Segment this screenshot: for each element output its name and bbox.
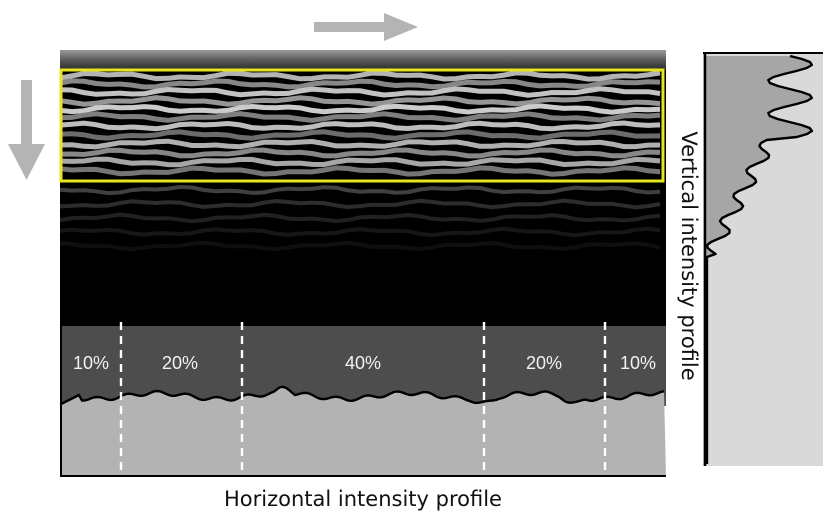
echo-band: [60, 165, 661, 177]
echo-band: [60, 129, 661, 141]
segment-label-1: 10%: [73, 353, 109, 373]
echo-band: [60, 156, 661, 168]
segment-label-2: 20%: [162, 353, 198, 373]
echo-band: [60, 138, 661, 150]
segment-label-5: 10%: [620, 353, 656, 373]
horizontal-profile-curve: [60, 385, 665, 406]
vertical-profile-curve: [705, 54, 814, 464]
echo-band: [60, 120, 661, 132]
echo-band: [60, 147, 661, 159]
b-mode-image: [60, 50, 666, 326]
arrow-right-icon: [314, 13, 418, 41]
vertical-profile-title: Vertical intensity profile: [677, 131, 701, 380]
roi-rectangle: [59, 68, 665, 183]
segment-label-4: 20%: [526, 353, 562, 373]
horizontal-profile-fill: [61, 386, 666, 476]
horizontal-profile: 10% 20% 40% 20% 10%: [60, 322, 666, 477]
echo-band: [60, 78, 661, 90]
echo-band: [60, 86, 661, 98]
arrow-down-icon: [8, 80, 45, 180]
echo-band: [60, 95, 661, 107]
echo-band: [60, 70, 661, 82]
segment-label-3: 40%: [345, 353, 381, 373]
vertical-profile: [703, 52, 823, 466]
horizontal-profile-title: Horizontal intensity profile: [224, 487, 502, 511]
vertical-profile-fill: [705, 56, 812, 466]
segment-dividers: [119, 322, 607, 476]
echo-band: [60, 103, 661, 115]
echo-band: [60, 111, 661, 123]
